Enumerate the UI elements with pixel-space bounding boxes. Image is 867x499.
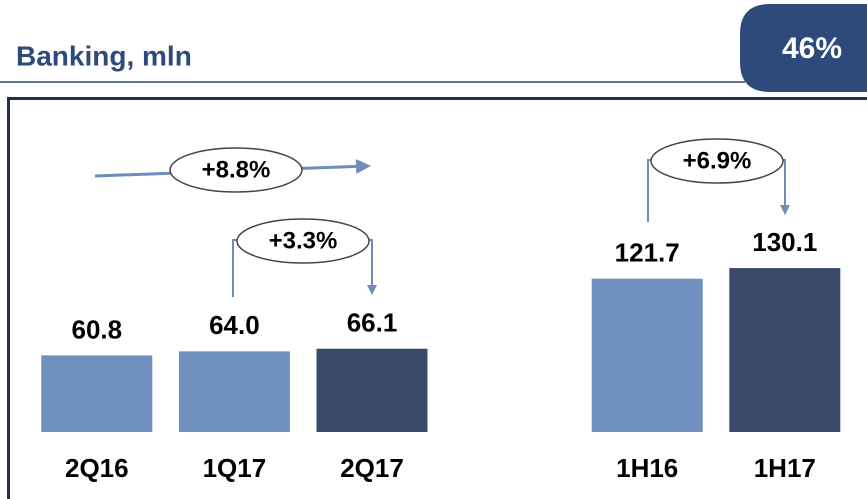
value-label: 64.0 <box>209 310 260 340</box>
badge-text: 46% <box>782 32 842 65</box>
annotation: +8.8% <box>202 156 271 183</box>
annotation-ellipse <box>650 138 784 184</box>
bar <box>591 278 703 432</box>
annotation: +3.3% <box>269 227 338 254</box>
x-tick-label: 2Q16 <box>65 453 129 483</box>
value-label: 121.7 <box>615 238 680 268</box>
x-tick-label: 1Q17 <box>203 453 267 483</box>
value-label: 130.1 <box>752 227 817 257</box>
x-tick-label: 2Q17 <box>340 453 404 483</box>
annotation: +6.9% <box>683 147 752 174</box>
bar <box>316 348 428 432</box>
badge-shape <box>740 4 867 92</box>
value-label: 66.1 <box>347 308 398 338</box>
bar <box>178 351 290 432</box>
x-tick-label: 1H17 <box>754 453 816 483</box>
x-tick-label: 1H16 <box>616 453 678 483</box>
annotation-ellipse <box>236 218 370 264</box>
bar <box>729 268 841 432</box>
chart-title: Banking, mln <box>16 40 192 71</box>
bar <box>41 355 153 432</box>
frame <box>7 97 867 499</box>
value-label: 60.8 <box>71 314 122 344</box>
annotation-ellipse <box>169 147 303 193</box>
